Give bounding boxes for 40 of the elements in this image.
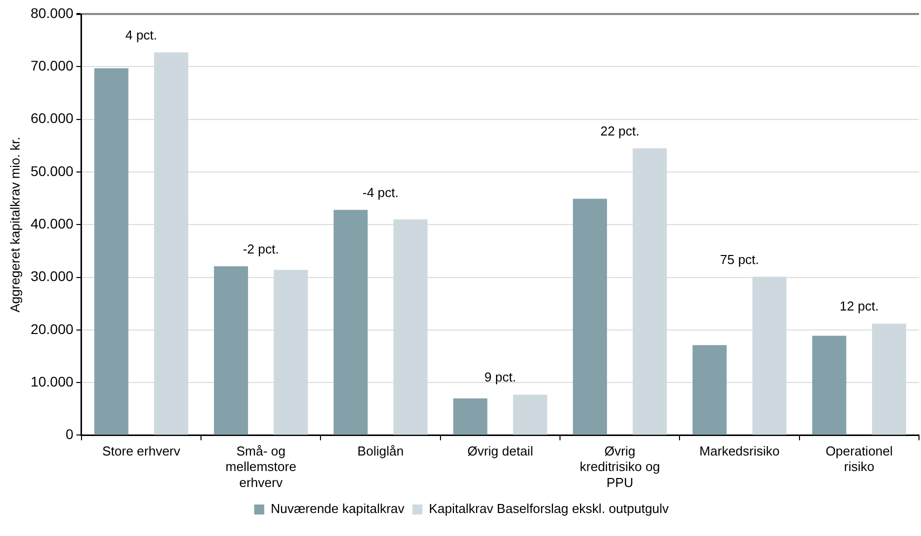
- annotation: -4 pct.: [362, 184, 399, 200]
- x-tick-label: Store erhverv: [102, 444, 181, 459]
- y-tick-label: 10.000: [30, 373, 74, 390]
- x-tick-label: Boliglån: [357, 444, 404, 459]
- bar: [94, 68, 128, 435]
- annotation: 22 pct.: [600, 123, 640, 138]
- annotation: 12 pct.: [840, 298, 879, 314]
- bar: [632, 148, 667, 435]
- annotation: 4 pct.: [125, 28, 158, 43]
- annotation: 75 pct.: [720, 252, 760, 267]
- bar: [872, 324, 906, 435]
- x-tick-label: Markedsrisiko: [699, 444, 780, 459]
- y-tick-label: 30.000: [30, 268, 74, 284]
- y-tick-label: 20.000: [30, 320, 74, 337]
- bar: [572, 198, 607, 435]
- annotation: -2 pct.: [242, 241, 279, 256]
- y-axis-title: Aggregeret kapitalkrav mio. kr.: [7, 136, 22, 312]
- bar: [453, 398, 488, 435]
- bar: [752, 276, 786, 435]
- bar: [513, 394, 548, 435]
- bar: [393, 219, 428, 435]
- y-tick-label: 50.000: [30, 162, 74, 179]
- x-tick-label: Øvrig detail: [467, 444, 534, 459]
- x-tick-label: Øvrig kreditrisiko og PPU: [580, 444, 660, 490]
- legend-label: Nuværende kapitalkrav: [270, 501, 405, 516]
- x-tick-label: Operationel risiko: [826, 444, 893, 474]
- bar: [214, 266, 248, 435]
- x-tick-label: Små- og mellemstore erhverv: [226, 444, 296, 490]
- y-tick-label: 0: [66, 426, 74, 442]
- annotation: 9 pct.: [484, 370, 516, 385]
- bar: [154, 52, 188, 435]
- y-tick-label: 80.000: [30, 4, 74, 21]
- legend-label: Kapitalkrav Baselforslag ekskl. outputgulv: [428, 501, 670, 516]
- bar: [692, 345, 727, 435]
- y-tick-label: 40.000: [30, 215, 74, 232]
- bar: [274, 270, 308, 435]
- bar: [812, 336, 846, 435]
- bar: [334, 210, 368, 435]
- y-tick-label: 60.000: [30, 110, 74, 126]
- y-tick-label: 70.000: [30, 58, 74, 74]
